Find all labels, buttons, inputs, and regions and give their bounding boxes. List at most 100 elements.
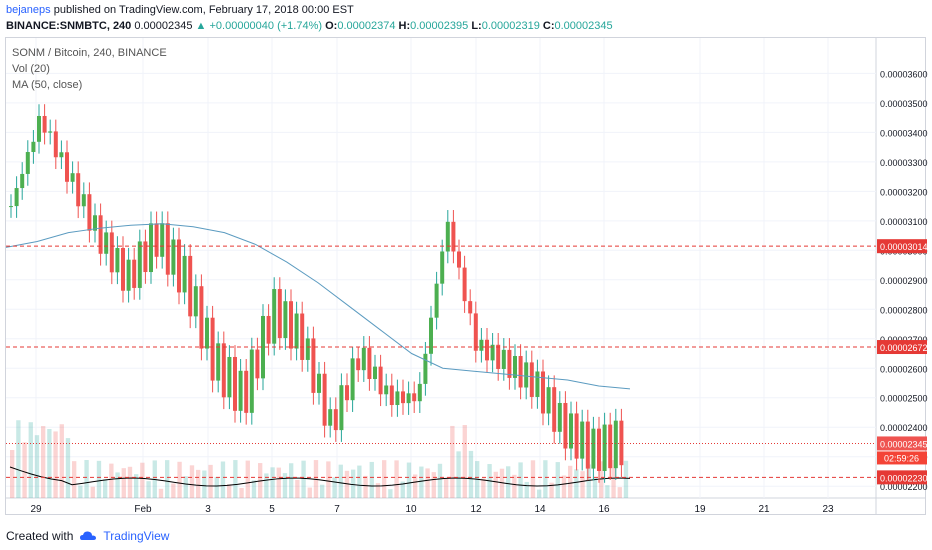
candle-body xyxy=(98,215,103,254)
level-price-badge xyxy=(877,470,927,485)
volume-bar xyxy=(220,461,226,498)
candle-body xyxy=(272,289,277,344)
candle-body xyxy=(339,385,344,431)
candle-body xyxy=(529,362,534,397)
author-link[interactable]: bejaneps xyxy=(6,4,51,16)
volume-bar xyxy=(351,469,356,498)
candle-body xyxy=(585,421,590,469)
volume-bar xyxy=(41,426,46,498)
candle-body xyxy=(193,286,198,317)
candle-body xyxy=(389,385,394,406)
volume-bar xyxy=(431,472,436,498)
volume-bar xyxy=(165,460,170,498)
candle-body xyxy=(238,370,243,411)
volume-bar xyxy=(400,481,405,498)
volume-bar xyxy=(518,462,523,498)
volume-bar xyxy=(499,468,505,498)
volume-bar xyxy=(419,466,424,498)
level-price-badge xyxy=(877,239,927,254)
candle-body xyxy=(31,141,36,153)
last-price-label: 0.00002345 xyxy=(880,439,928,449)
candle-body xyxy=(501,349,506,369)
candle-body xyxy=(507,349,512,378)
candle-body xyxy=(171,239,176,275)
candle-body xyxy=(479,339,484,351)
volume-bar xyxy=(208,464,213,498)
countdown-badge xyxy=(877,451,927,465)
candle-body xyxy=(580,421,585,459)
candle-body xyxy=(373,366,377,380)
volume-bar xyxy=(146,481,151,498)
candle-body xyxy=(305,338,310,360)
candle-body xyxy=(154,223,159,257)
volume-bar xyxy=(72,461,77,498)
x-tick-label: 7 xyxy=(334,504,340,515)
volume-bar xyxy=(413,474,418,498)
candle-body xyxy=(104,232,109,254)
volume-bar xyxy=(605,485,610,498)
candle-body xyxy=(160,223,165,257)
volume-bar xyxy=(326,461,331,498)
candle-body xyxy=(81,194,86,207)
candle-body xyxy=(524,362,529,388)
candle-body xyxy=(384,385,389,395)
y-tick-label: 0.00002600 xyxy=(880,364,928,374)
candle-body xyxy=(591,428,596,469)
y-tick-label: 0.00002900 xyxy=(880,276,928,286)
candle-body xyxy=(132,259,137,288)
volume-bar xyxy=(10,450,15,498)
candle-body xyxy=(602,424,607,471)
volume-bar xyxy=(276,467,281,498)
level-price-label: 0.00003014 xyxy=(880,242,928,252)
candle-body xyxy=(356,358,361,371)
candle-body xyxy=(490,344,495,361)
candle-body xyxy=(283,301,288,339)
candle-body xyxy=(322,373,327,426)
candle-body xyxy=(137,241,142,288)
volume-bar xyxy=(47,429,52,498)
volume-bar xyxy=(214,476,219,498)
tradingview-brand[interactable]: TradingView xyxy=(103,529,170,543)
candle-body xyxy=(87,194,92,231)
volume-bar xyxy=(158,488,164,498)
volume-bar xyxy=(16,420,21,498)
candle-body xyxy=(350,358,355,401)
volume-bar xyxy=(456,451,461,498)
candle-body xyxy=(462,267,467,302)
symbol-label: BINANCE:SNMBTC, 240 xyxy=(6,20,132,32)
candle-body xyxy=(59,152,64,158)
volume-bar xyxy=(78,485,83,498)
volume-bar xyxy=(468,450,474,498)
candle-body xyxy=(289,301,293,349)
ohlc-line: BINANCE:SNMBTC, 240 0.00002345 ▲ +0.0000… xyxy=(6,20,613,32)
candle-body xyxy=(48,131,53,133)
y-tick-label: 0.00003100 xyxy=(880,217,928,227)
open-price: 0.00002345 xyxy=(134,20,193,32)
x-tick-label: 19 xyxy=(694,504,706,515)
candle-body xyxy=(468,301,473,314)
volume-bar xyxy=(53,431,58,498)
published-text: published on TradingView.com, February 1… xyxy=(53,4,354,16)
candle-body xyxy=(109,232,114,273)
candle-body xyxy=(608,424,613,469)
y-tick-label: 0.00002400 xyxy=(880,423,928,433)
candle-body xyxy=(406,393,411,404)
candle-body xyxy=(496,344,501,369)
volume-bar xyxy=(22,442,27,498)
candle-body xyxy=(261,315,265,379)
chart-frame[interactable] xyxy=(5,37,926,515)
volume-bar xyxy=(264,473,269,498)
candle-body xyxy=(619,420,624,466)
volume-bar xyxy=(183,476,188,498)
candle-body xyxy=(227,356,232,398)
volume-bar xyxy=(574,469,579,498)
last-price-badge xyxy=(877,436,927,451)
volume-bar xyxy=(90,486,95,498)
candle-body xyxy=(188,255,193,317)
candle-body xyxy=(401,391,405,404)
volume-bar xyxy=(382,460,387,498)
candle-body xyxy=(429,317,433,354)
volume-bar xyxy=(543,460,548,498)
volume-bar xyxy=(375,483,381,498)
